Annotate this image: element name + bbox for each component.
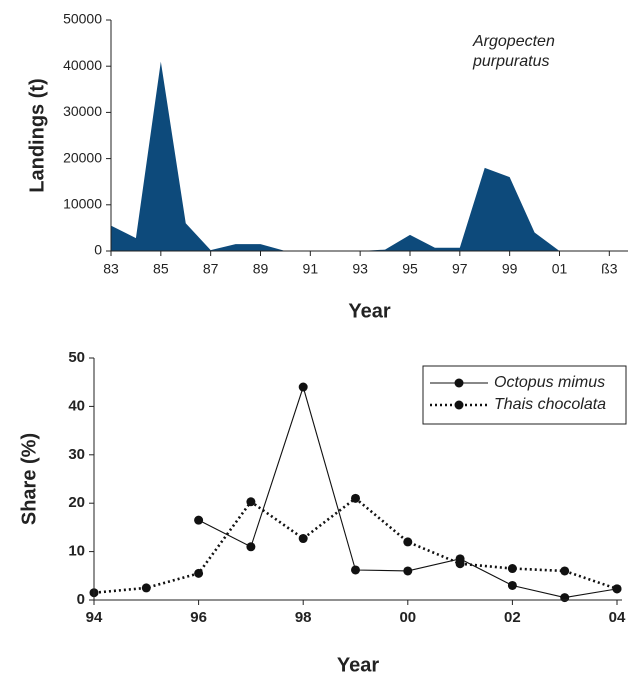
y-tick-label: 50000 (63, 11, 102, 27)
marker (507, 564, 517, 574)
marker (507, 580, 517, 590)
legend-label: Octopus mimus (494, 374, 605, 391)
line (198, 385, 618, 599)
x-tick-label: 85 (153, 261, 169, 277)
x-tick-label: 04 (609, 609, 626, 626)
marker (351, 565, 360, 575)
marker (560, 566, 570, 576)
x-tick-label: 96 (190, 609, 207, 626)
x-tick-label: 00 (399, 609, 416, 626)
y-tick-label: 40000 (63, 57, 102, 73)
y-axis-title: Landings (t) (26, 78, 48, 192)
legend-box (422, 365, 627, 425)
marker (246, 497, 256, 507)
marker (141, 583, 151, 593)
x-tick-label: 94 (86, 609, 103, 626)
y-tick-label: 0 (77, 591, 85, 608)
marker (194, 568, 204, 578)
x-tick-label: 01 (552, 261, 568, 277)
x-tick-label: ß3 (601, 261, 618, 277)
marker (403, 537, 413, 547)
x-tick-label: 87 (203, 261, 219, 277)
marker (298, 382, 308, 392)
marker (351, 493, 360, 503)
annotation: purpuratus (472, 53, 550, 70)
y-axis-title: Share (%) (18, 433, 40, 525)
y-tick-label: 10000 (63, 196, 102, 212)
x-tick-label: 99 (502, 261, 518, 277)
y-tick-label: 10 (68, 543, 85, 560)
y-tick-label: 20000 (63, 149, 102, 165)
legend-marker (454, 400, 464, 410)
marker (194, 515, 204, 525)
marker (455, 559, 465, 569)
x-tick-label: 91 (303, 261, 319, 277)
y-tick-label: 20 (68, 494, 85, 511)
line (93, 496, 618, 595)
marker (298, 534, 308, 544)
y-tick-label: 0 (94, 242, 102, 258)
y-tick-label: 50 (68, 349, 85, 366)
marker (246, 542, 256, 552)
marker (403, 566, 413, 576)
y-tick-label: 40 (68, 397, 85, 414)
x-axis-title: Year (348, 300, 390, 322)
marker (612, 584, 622, 594)
x-tick-label: 02 (504, 609, 521, 626)
area (111, 61, 610, 251)
y-tick-label: 30000 (63, 103, 102, 119)
legend-marker (454, 378, 464, 388)
x-tick-label: 95 (402, 261, 418, 277)
annotation: Argopecten (472, 33, 555, 50)
x-tick-label: 89 (253, 261, 269, 277)
x-tick-label: 93 (352, 261, 368, 277)
x-tick-label: 98 (295, 609, 312, 626)
marker (560, 593, 570, 603)
x-tick-label: 97 (452, 261, 468, 277)
x-axis-title: Year (337, 654, 379, 676)
y-tick-label: 30 (68, 446, 85, 463)
legend-label: Thais chocolata (494, 396, 606, 413)
x-tick-label: 83 (103, 261, 119, 277)
